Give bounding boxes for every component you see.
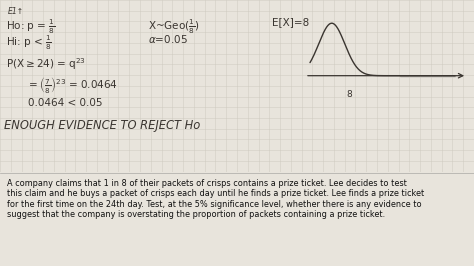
- Text: P(X$\geq$24) = q$^{23}$: P(X$\geq$24) = q$^{23}$: [6, 56, 86, 72]
- Text: for the first time on the 24th day. Test, at the 5% significance level, whether : for the first time on the 24th day. Test…: [7, 200, 422, 209]
- Text: = $\left(\frac{7}{8}\right)^{23}$ = 0.0464: = $\left(\frac{7}{8}\right)^{23}$ = 0.04…: [28, 75, 118, 95]
- Text: E1↑: E1↑: [8, 7, 24, 16]
- Text: 8: 8: [347, 90, 353, 99]
- Text: Ho: p = $\frac{1}{8}$: Ho: p = $\frac{1}{8}$: [6, 17, 55, 36]
- Text: 0.0464 < 0.05: 0.0464 < 0.05: [28, 98, 102, 108]
- Text: E[X]=8: E[X]=8: [272, 17, 309, 27]
- Text: $\alpha$=0.05: $\alpha$=0.05: [148, 33, 188, 45]
- Text: Hi: p < $\frac{1}{8}$: Hi: p < $\frac{1}{8}$: [6, 33, 52, 52]
- Text: this claim and he buys a packet of crisps each day until he finds a prize ticket: this claim and he buys a packet of crisp…: [7, 189, 424, 198]
- Text: X~Geo($\frac{1}{8}$): X~Geo($\frac{1}{8}$): [148, 17, 200, 36]
- Text: A company claims that 1 in 8 of their packets of crisps contains a prize ticket.: A company claims that 1 in 8 of their pa…: [7, 178, 407, 188]
- Text: ENOUGH EVIDENCE TO REJECT Ho: ENOUGH EVIDENCE TO REJECT Ho: [4, 119, 200, 132]
- Text: suggest that the company is overstating the proportion of packets containing a p: suggest that the company is overstating …: [7, 210, 385, 219]
